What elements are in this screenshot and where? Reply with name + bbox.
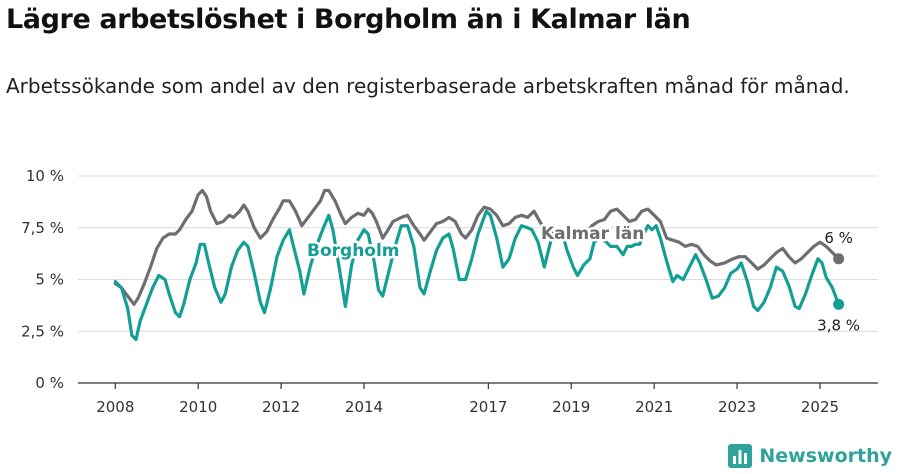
series-lines [113,188,845,342]
brand-name: Newsworthy [759,445,892,467]
series-name-label: Kalmar län [541,224,644,244]
page-title: Lägre arbetslöshet i Borgholm än i Kalma… [6,4,691,35]
x-tick-label: 2021 [635,398,673,416]
x-tick-label: 2023 [718,398,756,416]
x-axis-ticks: 2008 2010 2012 2014 2017 2019 2021 2023 2025 [96,383,839,416]
series-name-label: Borgholm [307,241,400,261]
x-tick-label: 2017 [469,398,507,416]
end-point-marker [833,298,845,310]
x-tick-label: 2014 [345,398,383,416]
x-tick-label: 2008 [96,398,134,416]
brand-logo: Newsworthy [728,444,892,468]
x-tick-label: 2010 [179,398,217,416]
x-tick-label: 2019 [552,398,590,416]
end-value-label: 3,8 % [817,316,860,334]
end-point-marker [833,253,845,265]
x-tick-label: 2012 [262,398,300,416]
page-subtitle: Arbetssökande som andel av den registerb… [6,74,850,98]
grid-lines [78,175,878,332]
y-tick-label: 10 % [26,167,64,185]
y-axis-tick-labels: 0 % 2,5 % 5 % 7,5 % 10 % [21,167,64,392]
y-tick-label: 7,5 % [21,219,64,237]
series-line-kalmar-lan [113,188,841,306]
series-line-borgholm [113,209,841,342]
y-tick-label: 2,5 % [21,322,64,340]
y-tick-label: 0 % [35,374,64,392]
bar-chart-icon [728,444,753,468]
y-tick-label: 5 % [35,271,64,289]
x-tick-label: 2025 [801,398,839,416]
series-labels: Kalmar län Borgholm 6 % 3,8 % [305,222,861,335]
end-value-label: 6 % [824,229,853,247]
